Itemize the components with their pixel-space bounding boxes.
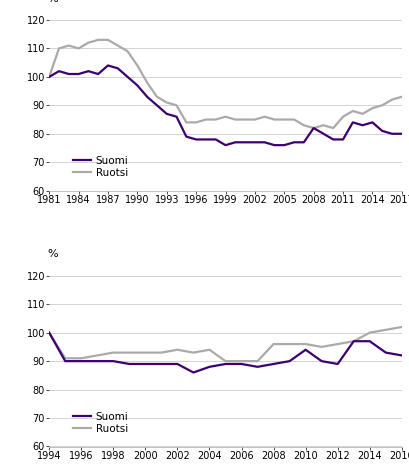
Text: %: %: [47, 0, 58, 4]
Legend: Suomi, Ruotsi: Suomi, Ruotsi: [68, 152, 132, 182]
Legend: Suomi, Ruotsi: Suomi, Ruotsi: [68, 408, 132, 438]
Text: %: %: [47, 249, 58, 259]
